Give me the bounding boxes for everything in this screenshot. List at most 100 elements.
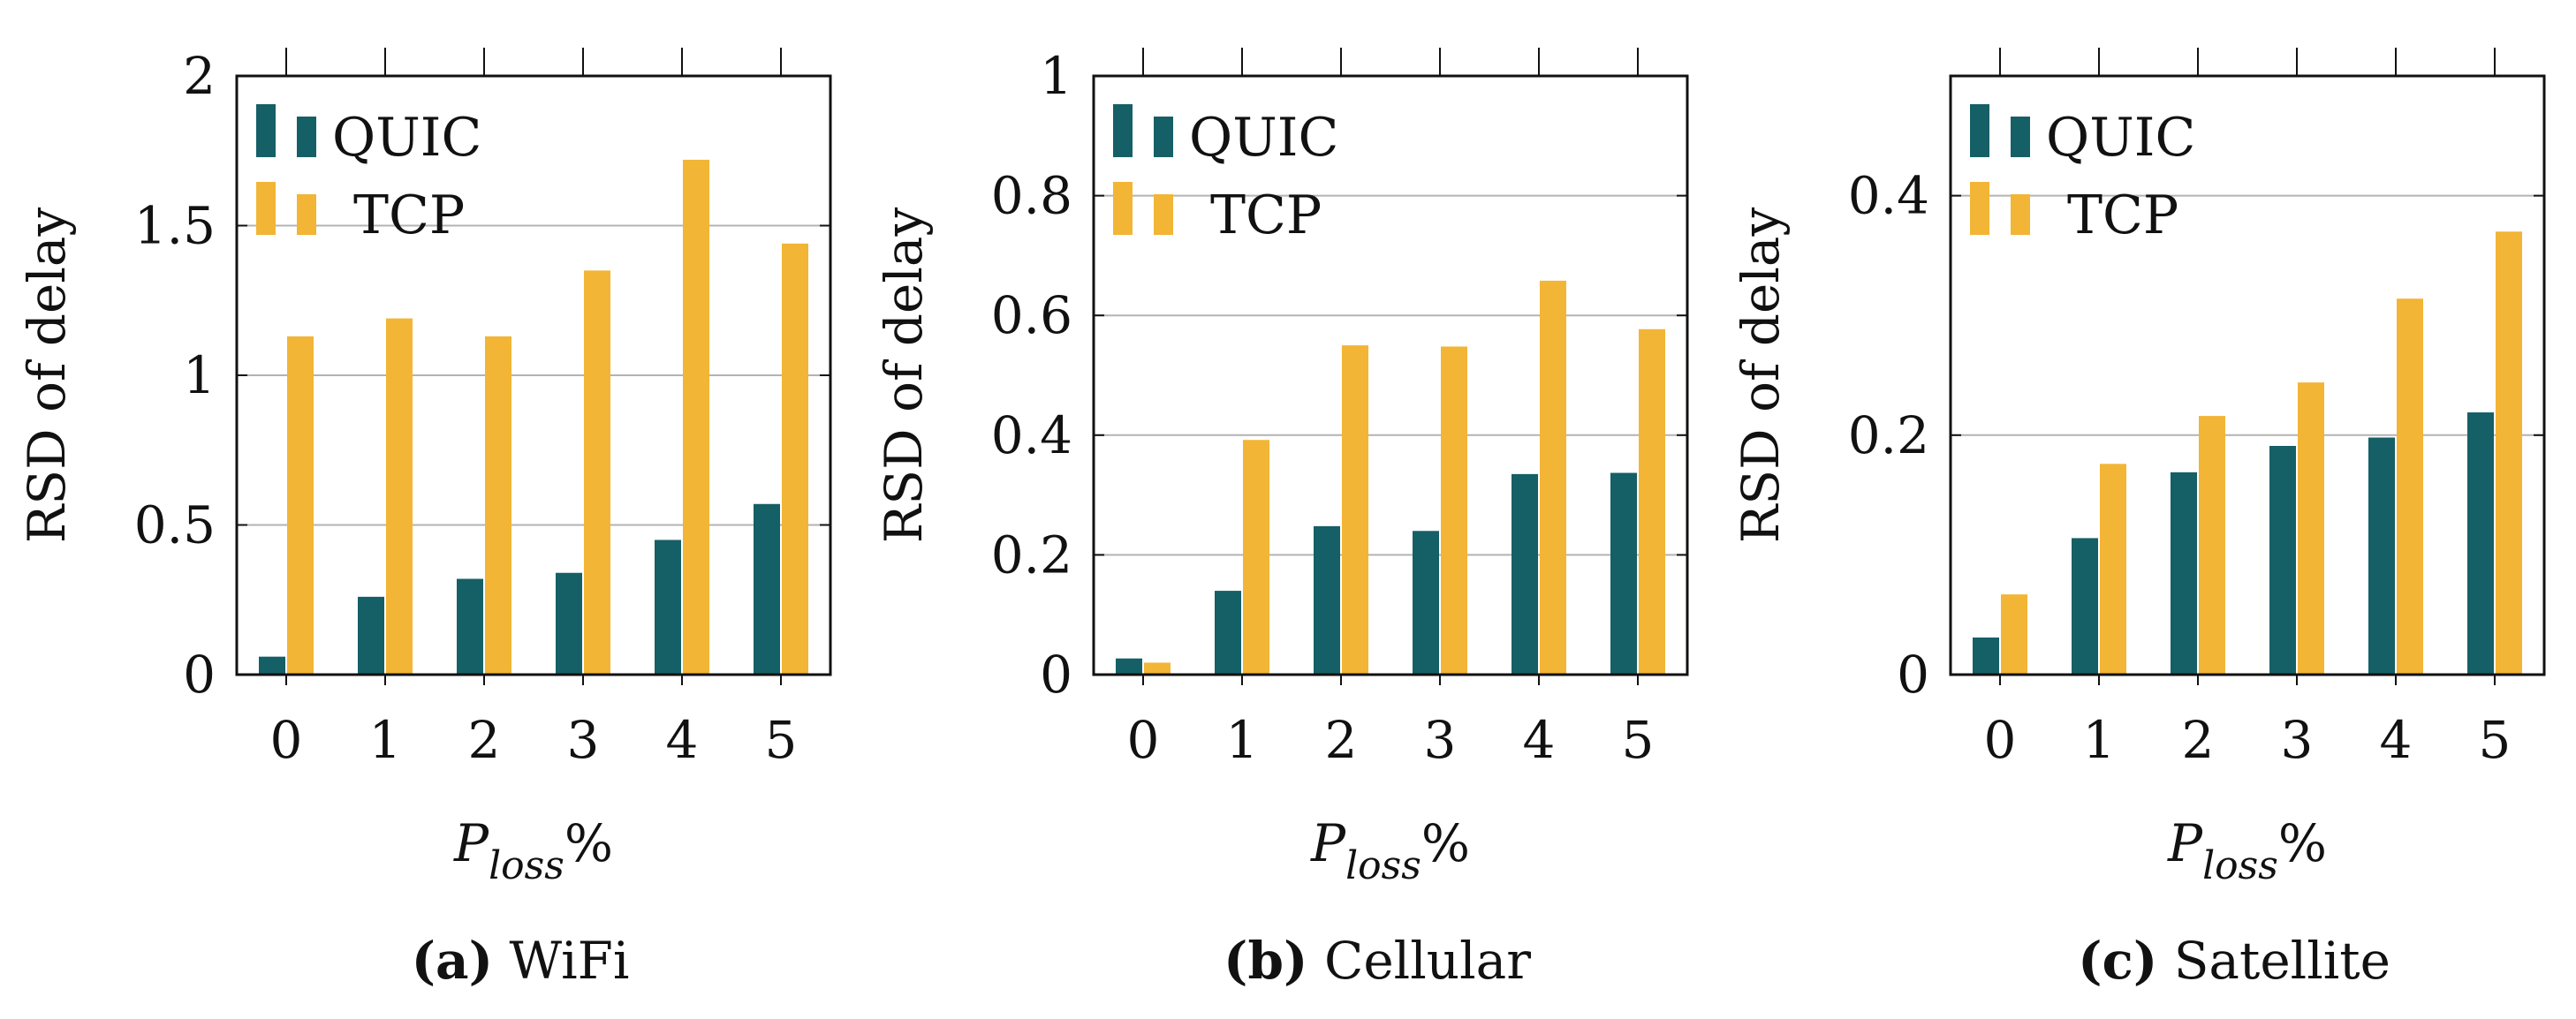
x-axis-label: Ploss% bbox=[453, 813, 613, 888]
legend-swatch-quic bbox=[256, 104, 276, 157]
x-label-main: P bbox=[1310, 813, 1346, 873]
y-tick-label: 2 bbox=[183, 46, 216, 106]
y-axis-label: RSD of delay bbox=[17, 208, 77, 544]
legend-swatch-quic bbox=[2011, 117, 2030, 157]
bar-tcp-0 bbox=[2001, 594, 2027, 675]
caption-space bbox=[2157, 931, 2173, 991]
x-tick-label: 4 bbox=[666, 710, 699, 770]
x-tick-label: 2 bbox=[468, 710, 501, 770]
y-tick-label: 0.4 bbox=[1848, 166, 1929, 226]
caption-space bbox=[1308, 931, 1324, 991]
legend-label-quic: QUIC bbox=[332, 107, 481, 169]
bar-tcp-5 bbox=[1639, 328, 1665, 675]
bar-tcp-1 bbox=[386, 318, 413, 675]
bar-quic-5 bbox=[2467, 412, 2494, 675]
caption-tag: (a) bbox=[412, 931, 493, 991]
y-axis-label: RSD of delay bbox=[874, 208, 934, 544]
x-tick-label: 3 bbox=[2281, 710, 2314, 770]
plot-frame bbox=[1949, 74, 2546, 676]
bar-tcp-1 bbox=[1243, 440, 1269, 675]
bar-quic-5 bbox=[1610, 472, 1637, 675]
bar-tcp-2 bbox=[485, 336, 511, 675]
bar-tcp-3 bbox=[584, 270, 610, 675]
bar-tcp-3 bbox=[2298, 382, 2324, 675]
bar-tcp-4 bbox=[683, 159, 709, 676]
plot-frame bbox=[1092, 74, 1689, 676]
legend-label-tcp: TCP bbox=[353, 185, 465, 246]
y-tick-label: 0 bbox=[1040, 645, 1072, 705]
y-tick-label: 0 bbox=[1897, 645, 1929, 705]
bar-quic-4 bbox=[2368, 437, 2395, 675]
x-tick-label: 5 bbox=[765, 710, 798, 770]
y-tick-label: 1.5 bbox=[134, 196, 216, 256]
bar-quic-2 bbox=[1314, 525, 1340, 675]
y-tick-label: 0.5 bbox=[134, 495, 216, 555]
chart-panel-2: 0 0.2 0.4 0.6 0.8 1 0 1 2 3 4 5 RSD of delay Ploss% QU… bbox=[874, 46, 1689, 991]
bar-tcp-5 bbox=[782, 243, 808, 675]
legend-swatch-tcp bbox=[297, 194, 316, 235]
x-tick-label: 5 bbox=[2479, 710, 2512, 770]
bar-quic-1 bbox=[2072, 538, 2098, 675]
bar-quic-0 bbox=[259, 656, 285, 675]
bar-quic-5 bbox=[754, 503, 780, 675]
caption-text: Satellite bbox=[2174, 931, 2390, 991]
legend-label-tcp: TCP bbox=[2067, 185, 2178, 246]
y-tick-label: 0.2 bbox=[991, 525, 1072, 585]
y-tick-label: 0.8 bbox=[991, 166, 1072, 226]
x-tick-label: 4 bbox=[2380, 710, 2413, 770]
x-tick-label: 1 bbox=[2083, 710, 2116, 770]
legend-swatch-tcp bbox=[1113, 182, 1133, 235]
caption-text: Cellular bbox=[1324, 931, 1531, 991]
y-tick-label: 0.2 bbox=[1848, 405, 1929, 465]
y-tick-label: 1 bbox=[183, 345, 216, 405]
legend-swatch-quic bbox=[1113, 104, 1133, 157]
bar-quic-3 bbox=[556, 572, 582, 675]
bar-quic-1 bbox=[358, 596, 384, 675]
bar-tcp-4 bbox=[1540, 280, 1566, 675]
x-tick-label: 4 bbox=[1523, 710, 1556, 770]
bar-quic-3 bbox=[1413, 531, 1439, 675]
panel-caption: (b) Cellular bbox=[1224, 931, 1531, 991]
y-tick-label: 0.6 bbox=[991, 285, 1072, 345]
x-label-subscript: loss bbox=[1345, 843, 1421, 888]
bar-quic-2 bbox=[2171, 472, 2197, 675]
y-tick-label: 1 bbox=[1040, 46, 1072, 106]
legend-swatch-tcp bbox=[256, 182, 276, 235]
legend-label-tcp: TCP bbox=[1210, 185, 1322, 246]
legend-label-quic: QUIC bbox=[2046, 107, 2195, 169]
x-axis-label: Ploss% bbox=[1310, 813, 1470, 888]
legend-swatch-quic bbox=[1154, 117, 1173, 157]
chart-panel-3: 0 0.2 0.4 0 1 2 3 4 5 RSD of delay Ploss% QUIC TCP (c… bbox=[1731, 48, 2546, 991]
y-axis-label: RSD of delay bbox=[1731, 208, 1791, 544]
bar-quic-1 bbox=[1215, 591, 1241, 675]
x-label-main: P bbox=[453, 813, 489, 873]
legend-label-quic: QUIC bbox=[1189, 107, 1338, 169]
x-label-suffix: % bbox=[2278, 813, 2327, 873]
x-tick-label: 2 bbox=[1325, 710, 1358, 770]
legend-swatch-tcp bbox=[2011, 194, 2030, 235]
caption-space bbox=[493, 931, 509, 991]
caption-tag: (b) bbox=[1224, 931, 1307, 991]
legend-swatch-quic bbox=[1970, 104, 1989, 157]
legend-swatch-tcp bbox=[1970, 182, 1989, 235]
bar-quic-0 bbox=[1116, 658, 1142, 675]
x-tick-label: 0 bbox=[1127, 710, 1160, 770]
bar-tcp-2 bbox=[2199, 416, 2225, 675]
x-label-subscript: loss bbox=[2202, 843, 2278, 888]
y-tick-label: 0 bbox=[183, 645, 216, 705]
legend-swatch-quic bbox=[297, 117, 316, 157]
bar-tcp-3 bbox=[1441, 346, 1467, 675]
x-axis-label: Ploss% bbox=[2167, 813, 2327, 888]
x-tick-label: 1 bbox=[1226, 710, 1259, 770]
panel-caption: (c) Satellite bbox=[2078, 931, 2390, 991]
caption-text: WiFi bbox=[509, 931, 629, 991]
caption-tag: (c) bbox=[2078, 931, 2157, 991]
x-tick-label: 3 bbox=[1424, 710, 1457, 770]
x-tick-label: 2 bbox=[2182, 710, 2215, 770]
bar-tcp-5 bbox=[2496, 231, 2522, 675]
panel-caption: (a) WiFi bbox=[412, 931, 630, 991]
bar-tcp-4 bbox=[2397, 298, 2423, 675]
bar-tcp-2 bbox=[1342, 345, 1368, 675]
